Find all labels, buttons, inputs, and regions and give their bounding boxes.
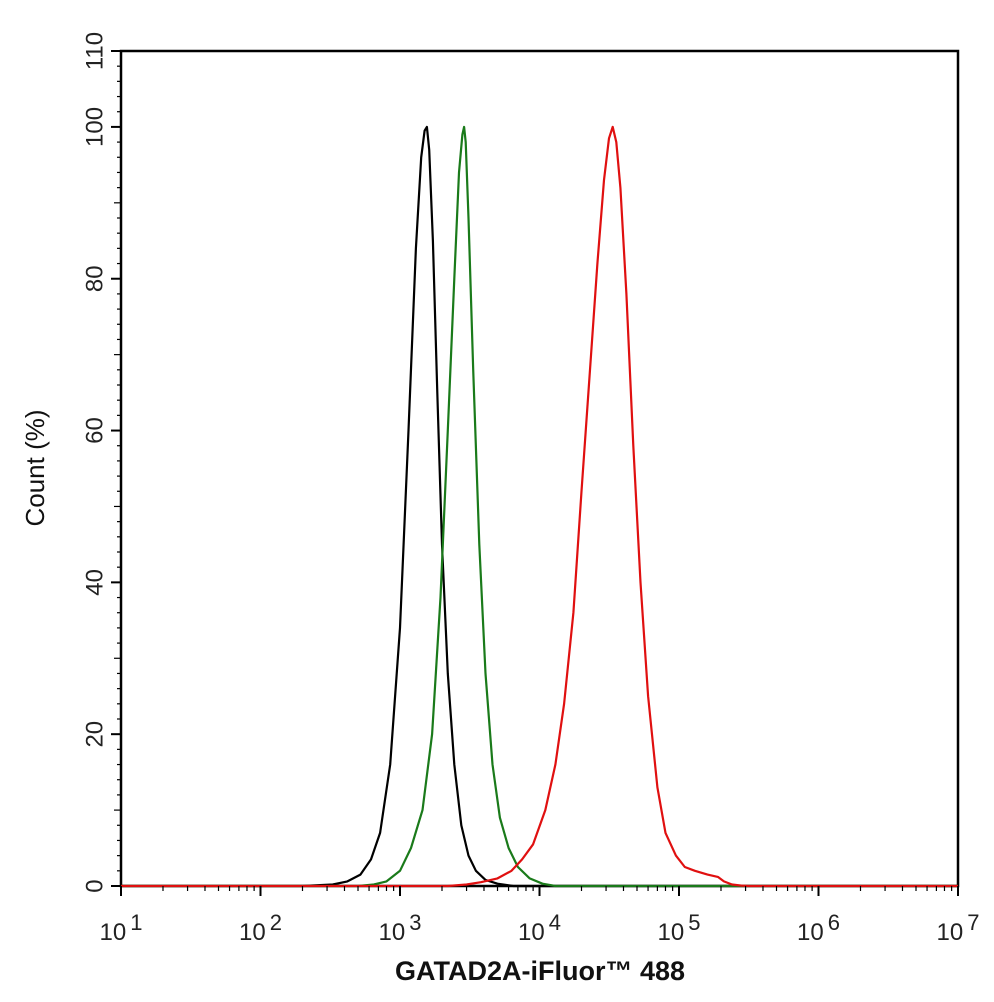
x-tick-label: 10 5 [658, 910, 701, 946]
y-tick-label: 80 [81, 265, 108, 292]
x-axis-tick-labels: 10 1 10 2 10 3 10 4 10 5 10 6 10 7 [100, 910, 980, 946]
series-line-2 [121, 125, 958, 888]
x-tick-label: 10 2 [239, 910, 282, 946]
x-axis-ticks [120, 886, 959, 896]
y-axis-title: Count (%) [20, 409, 50, 526]
plot-frame [119, 49, 960, 888]
y-tick-label: 100 [81, 107, 108, 147]
x-tick-label: 10 3 [379, 910, 422, 946]
y-axis-ticks [111, 50, 121, 887]
y-tick-label: 20 [81, 721, 108, 748]
x-tick-label: 10 6 [797, 910, 840, 946]
y-tick-label: 0 [81, 879, 108, 892]
x-tick-label: 10 7 [937, 910, 980, 946]
x-tick-label: 10 4 [518, 910, 561, 946]
x-axis-title: GATAD2A-iFluor™ 488 [395, 956, 685, 986]
y-tick-label: 110 [81, 32, 108, 70]
series-line-1 [121, 125, 958, 888]
y-axis-tick-labels: 0 20 40 60 80 100 110 [81, 32, 108, 893]
y-tick-label: 40 [81, 569, 108, 596]
series-line-3 [121, 125, 958, 888]
series-layer [121, 125, 958, 888]
x-tick-label: 10 1 [100, 910, 143, 946]
y-tick-label: 60 [81, 417, 108, 444]
